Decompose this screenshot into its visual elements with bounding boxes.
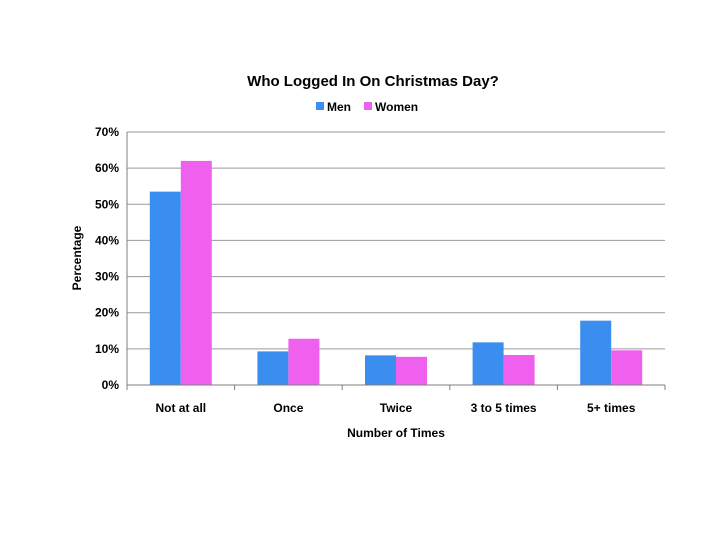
x-tick-label: 5+ times (587, 401, 636, 415)
legend-swatch-men (316, 102, 324, 110)
gridlines (127, 131, 665, 350)
bar-men (580, 320, 612, 385)
y-tick-label: 60% (95, 161, 119, 175)
bar-women (180, 160, 212, 385)
legend-label-men: Men (327, 100, 351, 114)
bars (149, 160, 643, 385)
x-tick-label: Once (273, 401, 303, 415)
bar-men (257, 351, 289, 385)
x-tick-label: Not at all (155, 401, 206, 415)
legend-swatch-women (364, 102, 372, 110)
legend-label-women: Women (375, 100, 418, 114)
y-tick-label: 40% (95, 233, 119, 247)
x-tick-label: 3 to 5 times (471, 401, 537, 415)
bar-men (149, 191, 181, 385)
y-tick-label: 20% (95, 306, 119, 320)
bar-men (365, 355, 396, 385)
chart-title: Who Logged In On Christmas Day? (247, 73, 499, 90)
bar-women (611, 350, 643, 385)
x-tick-label: Twice (380, 401, 413, 415)
x-axis-label: Number of Times (347, 426, 445, 440)
bar-women (396, 356, 427, 385)
bar-women (288, 338, 320, 385)
y-tick-label: 70% (95, 125, 119, 139)
legend: Men Women (316, 100, 418, 114)
y-tick-label: 30% (95, 270, 119, 284)
axes (126, 132, 666, 390)
y-tick-labels: 0% 10% 20% 30% 40% 50% 60% 70% (95, 125, 119, 392)
bar-men (472, 342, 504, 385)
y-tick-label: 50% (95, 197, 119, 211)
y-axis-label: Percentage (70, 225, 84, 290)
y-tick-label: 0% (102, 378, 120, 392)
x-tick-labels: Not at all Once Twice 3 to 5 times 5+ times (155, 401, 635, 415)
bar-women (503, 355, 535, 385)
y-tick-label: 10% (95, 342, 119, 356)
